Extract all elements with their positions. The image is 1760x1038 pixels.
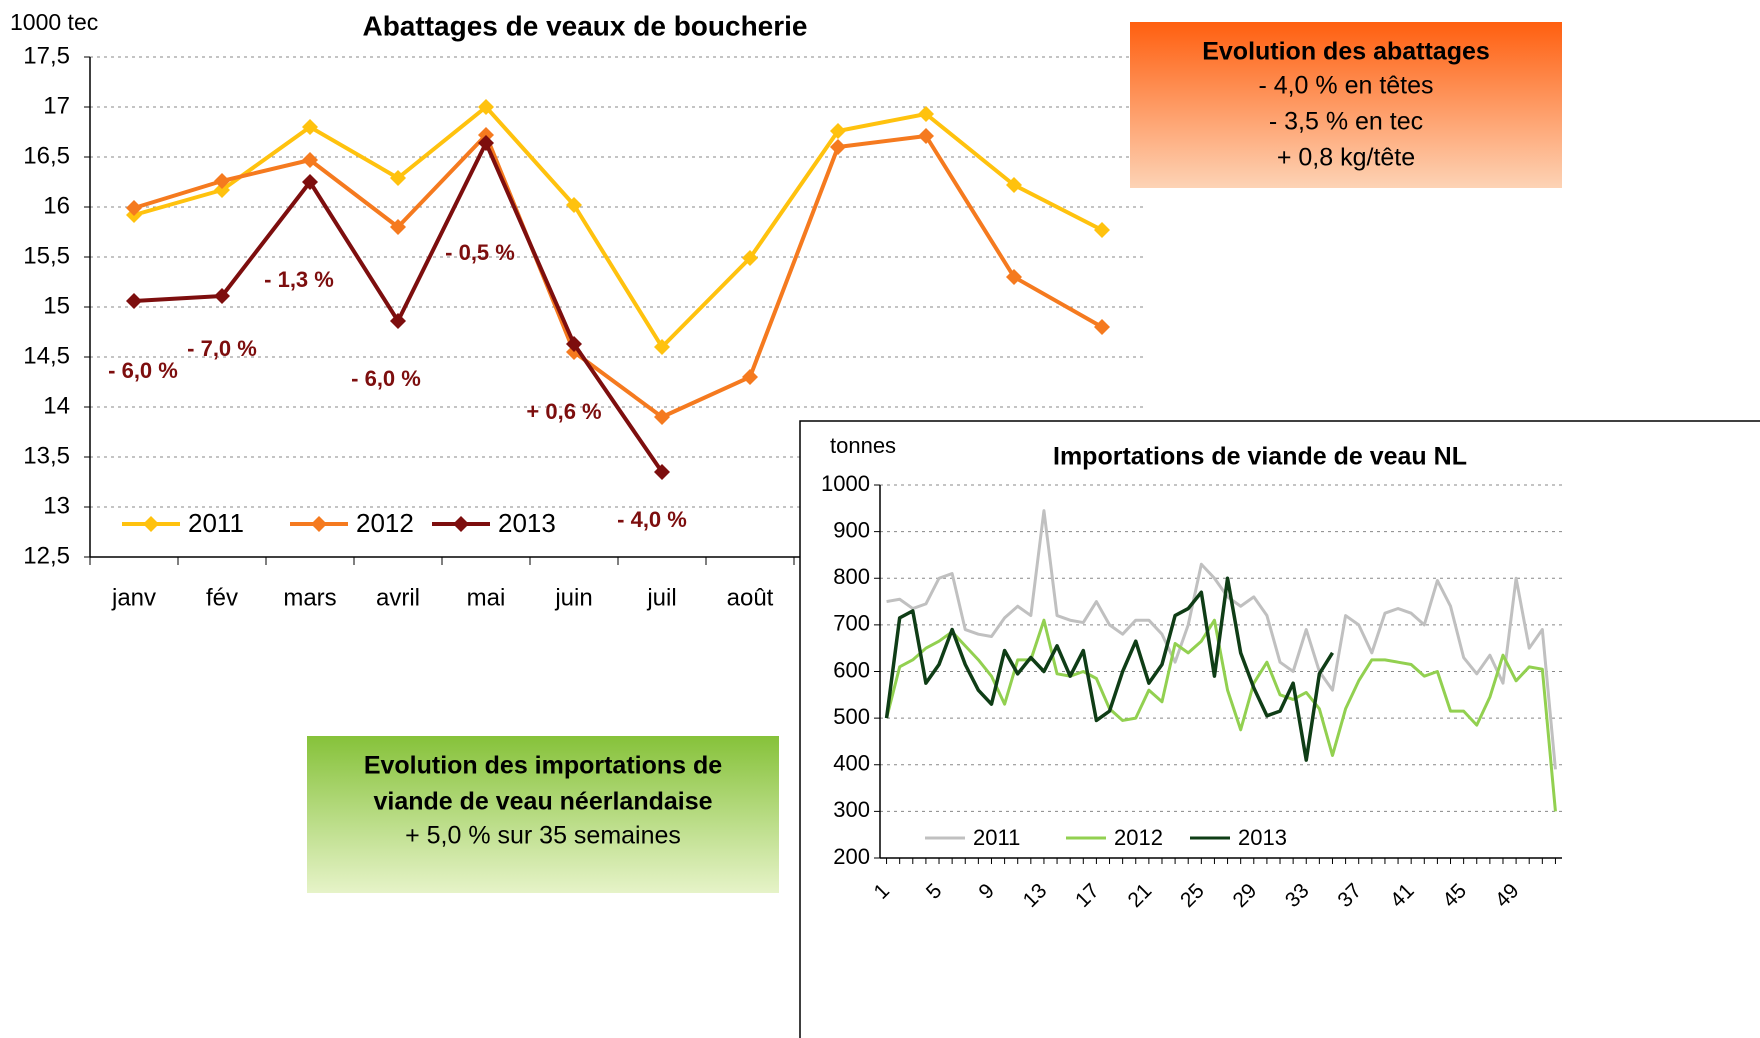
y-tick-label: 900 xyxy=(833,517,870,542)
chart-title: Abattages de veaux de boucherie xyxy=(362,10,807,41)
note-title: Evolution des abattages xyxy=(1202,38,1490,66)
inset-frame xyxy=(799,420,1760,1038)
y-tick-label: 13,5 xyxy=(23,442,70,469)
marker xyxy=(1094,222,1110,238)
legend-label: 2012 xyxy=(356,508,414,538)
marker xyxy=(830,123,846,139)
note-line: + 0,8 kg/tête xyxy=(1277,144,1415,172)
y-tick-label: 14,5 xyxy=(23,342,70,369)
y-tick-label: 13 xyxy=(43,492,70,519)
x-tick-label: juin xyxy=(554,584,592,611)
marker xyxy=(302,152,318,168)
y-tick-label: 17,5 xyxy=(23,42,70,69)
marker xyxy=(390,170,406,186)
series-line xyxy=(133,133,1103,419)
x-tick-label: fév xyxy=(206,584,238,611)
marker xyxy=(742,369,758,385)
note-line: - 4,0 % en têtes xyxy=(1258,72,1433,100)
note-box xyxy=(1130,22,1562,188)
marker xyxy=(1094,319,1110,335)
y-tick-label: 300 xyxy=(833,797,870,822)
y-tick-label: 12,5 xyxy=(23,542,70,569)
legend-label: 2011 xyxy=(973,825,1020,850)
y-tick-label: 14 xyxy=(43,392,70,419)
y-tick-label: 15,5 xyxy=(23,242,70,269)
y-tick-label: 1000 xyxy=(821,471,870,496)
marker xyxy=(654,464,670,480)
marker xyxy=(126,200,142,216)
marker xyxy=(214,173,230,189)
legend-marker xyxy=(453,516,469,532)
series-line xyxy=(886,509,1557,770)
note-title: Evolution des importations de xyxy=(364,752,722,780)
marker xyxy=(478,135,494,151)
y-tick-label: 800 xyxy=(833,564,870,589)
x-tick-label: mai xyxy=(467,584,506,611)
x-tick-label: avril xyxy=(376,584,420,611)
chart-title: Importations de viande de veau NL xyxy=(1053,443,1467,471)
annotation: - 1,3 % xyxy=(264,267,334,292)
y-tick-label: 400 xyxy=(833,751,870,776)
series-line xyxy=(133,105,1103,349)
marker xyxy=(302,174,318,190)
marker xyxy=(478,99,494,115)
y-tick-label: 16,5 xyxy=(23,142,70,169)
legend-marker xyxy=(311,516,327,532)
y-tick-label: 200 xyxy=(833,844,870,869)
x-tick-label: mars xyxy=(283,584,336,611)
note-title: viande de veau néerlandaise xyxy=(373,788,712,816)
note-box xyxy=(307,736,779,893)
annotation: - 4,0 % xyxy=(617,507,687,532)
marker xyxy=(1006,177,1022,193)
legend-label: 2011 xyxy=(188,508,244,538)
marker xyxy=(214,182,230,198)
x-tick-label: juil xyxy=(646,584,676,611)
annotation: - 6,0 % xyxy=(351,366,421,391)
legend-marker xyxy=(143,516,159,532)
x-tick-label: août xyxy=(727,584,774,611)
marker xyxy=(214,288,230,304)
marker xyxy=(918,128,934,144)
y-tick-label: 15 xyxy=(43,292,70,319)
y-axis-label: 1000 tec xyxy=(10,9,98,35)
marker xyxy=(918,106,934,122)
x-tick-label: janv xyxy=(111,584,156,611)
marker xyxy=(390,219,406,235)
y-tick-label: 17 xyxy=(43,92,70,119)
annotation: - 7,0 % xyxy=(187,336,257,361)
annotation: - 0,5 % xyxy=(445,240,515,265)
y-tick-label: 700 xyxy=(833,611,870,636)
y-tick-label: 500 xyxy=(833,704,870,729)
legend-label: 2012 xyxy=(1114,825,1163,850)
marker xyxy=(126,293,142,309)
marker xyxy=(1006,269,1022,285)
marker xyxy=(654,339,670,355)
y-tick-label: 600 xyxy=(833,657,870,682)
marker xyxy=(566,197,582,213)
note-line: - 3,5 % en tec xyxy=(1269,108,1423,136)
marker xyxy=(654,409,670,425)
annotation: - 6,0 % xyxy=(108,358,178,383)
marker xyxy=(830,139,846,155)
note-line: + 5,0 % sur 35 semaines xyxy=(405,822,681,850)
legend-label: 2013 xyxy=(498,508,556,538)
y-axis-label: tonnes xyxy=(830,433,896,458)
marker xyxy=(742,250,758,266)
marker xyxy=(390,313,406,329)
series-line xyxy=(884,576,1334,762)
legend-label: 2013 xyxy=(1238,825,1287,850)
marker xyxy=(302,119,318,135)
marker xyxy=(566,336,582,352)
annotation: + 0,6 % xyxy=(526,399,601,424)
series-line xyxy=(885,618,1557,812)
y-tick-label: 16 xyxy=(43,192,70,219)
